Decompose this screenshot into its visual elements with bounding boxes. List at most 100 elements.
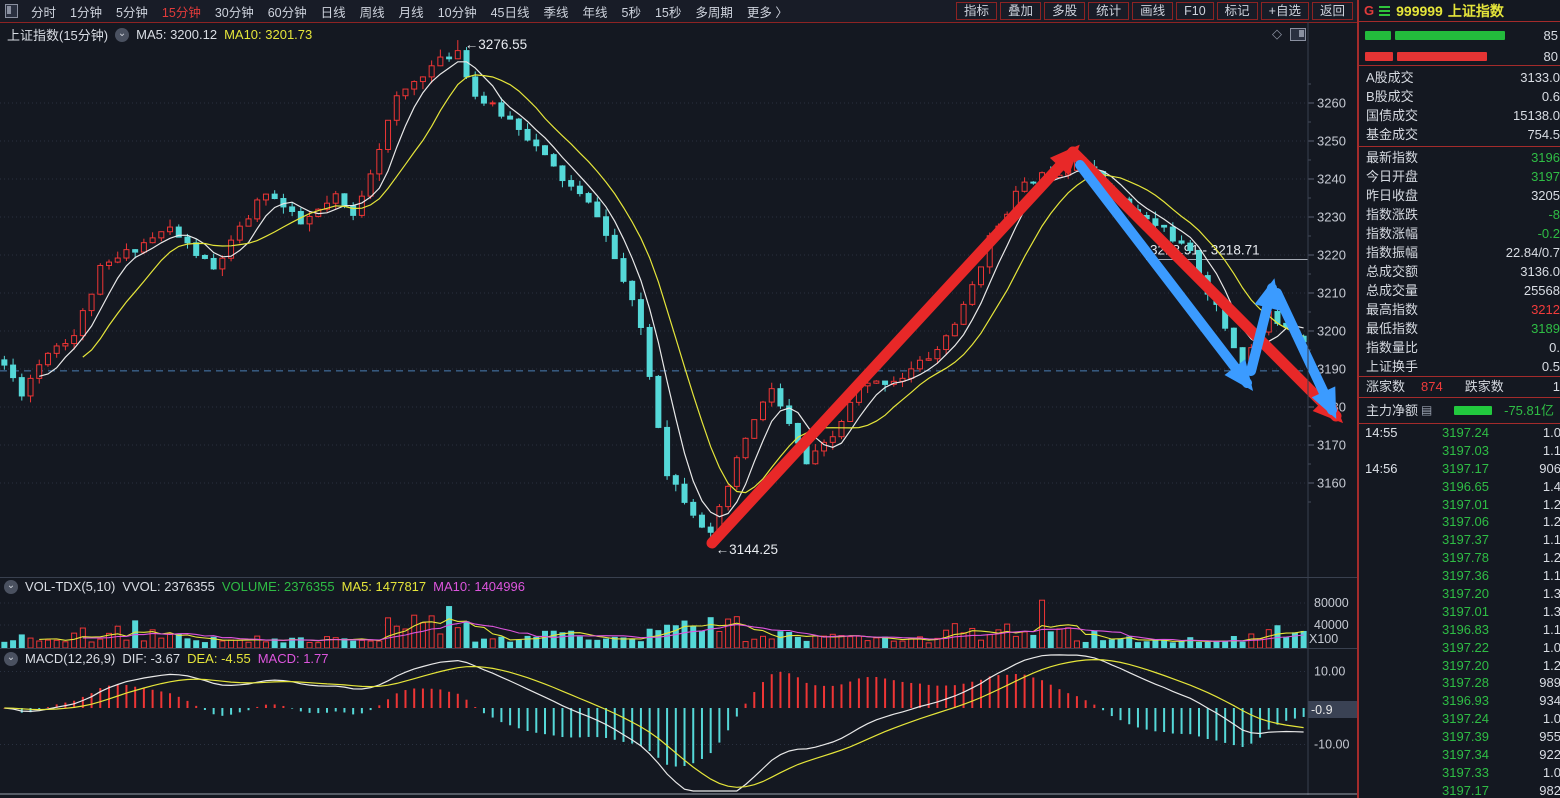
period-tab[interactable]: 15分钟 — [161, 5, 201, 20]
symbol-flag: G — [1364, 3, 1375, 18]
chevron-down-icon[interactable]: ⌄ — [115, 27, 130, 42]
stat-row: 最低指数 3189 — [1359, 319, 1560, 338]
tick-volume: 982 — [1539, 782, 1560, 798]
tick-price: 3196.83 — [1442, 621, 1489, 637]
drawn-arrows — [706, 144, 1344, 549]
advancers-label: 涨家数 — [1366, 379, 1406, 394]
toolbar-button[interactable]: 指标 — [956, 2, 998, 20]
tick-volume: 1.4 — [1542, 478, 1560, 494]
tick-row: 3197.37 1.1 — [1359, 531, 1560, 549]
tick-row: 3197.06 1.2 — [1359, 513, 1560, 531]
split-window-icon[interactable] — [1290, 27, 1306, 41]
gauge-value: 85 — [1543, 27, 1558, 43]
stat-value: 0.5 — [1541, 359, 1560, 374]
period-tab[interactable]: 年线 — [582, 5, 608, 20]
tick-volume: 1.0 — [1542, 639, 1560, 655]
period-tab[interactable]: 60分钟 — [267, 5, 307, 20]
symbol-row[interactable]: G 999999 上证指数 — [1359, 0, 1560, 22]
detail-list-icon[interactable]: ▤ — [1421, 403, 1433, 417]
stat-row: 最新指数 3196 — [1359, 148, 1560, 167]
period-tab[interactable]: 45日线 — [490, 5, 530, 20]
tick-volume: 1.1 — [1542, 442, 1560, 458]
svg-text:40000: 40000 — [1314, 618, 1349, 632]
toolbar-button[interactable]: F10 — [1176, 2, 1214, 20]
stat-label: 上证换手 — [1366, 359, 1419, 374]
tick-volume: 1.1 — [1542, 568, 1560, 584]
period-tab[interactable]: 月线 — [398, 5, 424, 20]
tick-price: 3197.17 — [1442, 782, 1489, 798]
decliners-value: 1 — [1552, 379, 1560, 394]
toolbar-button[interactable]: 返回 — [1311, 2, 1353, 20]
tick-volume: 1.2 — [1542, 657, 1560, 673]
svg-text:3230: 3230 — [1317, 210, 1346, 225]
period-tabs: 分时 1分钟 5分钟 15分钟 30分钟 60分钟 日线 周线 月线 10分钟 45日线 季线 年线 5秒… — [24, 2, 795, 21]
low-annotation: ←3144.25 — [716, 542, 778, 557]
gauge-bar-segment — [1397, 51, 1487, 61]
toolbar-button[interactable]: 画线 — [1132, 2, 1174, 20]
window-icon[interactable] — [5, 4, 18, 18]
stat-row: A股成交 3133.0 — [1359, 68, 1560, 87]
period-tab[interactable]: 10分钟 — [437, 5, 477, 20]
period-tab[interactable]: 15秒 — [654, 5, 682, 20]
period-tab[interactable]: 更多 〉 — [746, 5, 788, 20]
tick-list[interactable]: 14:55 3197.24 1.0 3197.03 1.1 14:56 3197.17 906… — [1359, 424, 1560, 798]
tick-price: 3197.06 — [1442, 514, 1489, 530]
period-tab[interactable]: 分时 — [31, 5, 57, 20]
main-chart-title: 上证指数(15分钟) — [7, 28, 109, 43]
tick-price: 3197.78 — [1442, 550, 1489, 566]
symbol-code: 999999 — [1396, 2, 1443, 19]
stat-value: 25568 — [1523, 283, 1560, 298]
advancers-decliners-row: 涨家数 874 跌家数 1 — [1359, 377, 1560, 398]
stat-value: 3189 — [1531, 321, 1560, 336]
toolbar-button[interactable]: +自选 — [1260, 2, 1309, 20]
symbol-name: 上证指数 — [1447, 2, 1504, 19]
toolbar-button[interactable]: 标记 — [1216, 2, 1258, 20]
tick-price: 3197.22 — [1442, 639, 1489, 655]
tick-row: 3197.03 1.1 — [1359, 442, 1560, 460]
period-tab[interactable]: 5分钟 — [115, 5, 148, 20]
stat-row: 基金成交 754.5 — [1359, 125, 1560, 144]
tick-price: 3197.01 — [1442, 496, 1489, 512]
stat-label: 总成交量 — [1366, 283, 1419, 298]
tick-row: 3197.20 1.2 — [1359, 657, 1560, 675]
tick-row: 3197.20 1.3 — [1359, 585, 1560, 603]
chevron-down-icon[interactable]: ⌄ — [4, 651, 18, 666]
toolbar-button[interactable]: 叠加 — [1000, 2, 1042, 20]
stat-value: 3212 — [1531, 302, 1560, 317]
period-tab[interactable]: 1分钟 — [70, 5, 102, 20]
tick-volume: 922 — [1539, 747, 1560, 763]
chevron-down-icon[interactable]: ⌄ — [4, 579, 18, 594]
period-tab[interactable]: 季线 — [543, 5, 569, 20]
candlestick-chart[interactable]: 3260325032403230322032103200319031803170… — [0, 22, 1357, 577]
stat-row: 昨日收盘 3205 — [1359, 186, 1560, 205]
period-tab[interactable]: 多周期 — [695, 5, 733, 20]
volume-pane-header: ⌄ VOL-TDX(5,10) VVOL: 2376355 VOLUME: 23… — [4, 579, 532, 594]
tick-row: 3196.93 934 — [1359, 692, 1560, 710]
toolbar-button[interactable]: 多股 — [1044, 2, 1086, 20]
pane-corner-icons: ◇ — [1272, 26, 1306, 42]
toolbar-button[interactable]: 统计 — [1088, 2, 1130, 20]
tick-volume: 1.1 — [1542, 621, 1560, 637]
tick-price: 3197.01 — [1442, 603, 1489, 619]
quote-levels-icon — [1379, 5, 1391, 17]
macd-chart[interactable]: 10.00 -10.00 -0.9 — [0, 648, 1357, 795]
tick-row: 3197.01 1.3 — [1359, 603, 1560, 621]
tick-volume: 1.2 — [1542, 496, 1560, 512]
period-tab[interactable]: 日线 — [320, 5, 346, 20]
diamond-icon[interactable]: ◇ — [1272, 26, 1282, 41]
tick-volume: 1.0 — [1542, 425, 1560, 440]
period-tab[interactable]: 5秒 — [621, 5, 641, 20]
ma10-value: MA10: 3201.73 — [224, 27, 313, 42]
period-tab[interactable]: 周线 — [359, 5, 385, 20]
tick-price: 3197.39 — [1442, 729, 1489, 745]
period-tab[interactable]: 30分钟 — [214, 5, 254, 20]
tick-row: 3196.65 1.4 — [1359, 478, 1560, 496]
dea-value: DEA: -4.55 — [187, 651, 251, 666]
tick-volume: 1.1 — [1542, 532, 1560, 548]
stat-label: 指数涨幅 — [1366, 226, 1419, 241]
tick-volume: 906 — [1539, 460, 1560, 476]
decliners-label: 跌家数 — [1464, 379, 1504, 394]
tick-price: 3197.37 — [1442, 532, 1489, 548]
stat-label: B股成交 — [1366, 89, 1414, 104]
